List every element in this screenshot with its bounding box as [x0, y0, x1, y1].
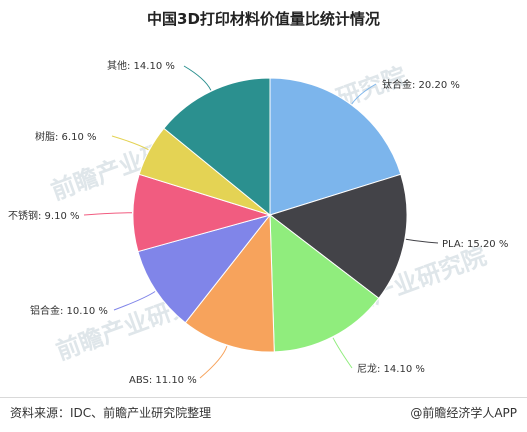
pie-slice — [184, 213, 275, 353]
leader-line — [113, 291, 156, 311]
footer: 资料来源：IDC、前瞻产业研究院整理 @前瞻经济学人APP — [0, 397, 527, 432]
pie-slice — [268, 173, 408, 299]
brand-credit: @前瞻经济学人APP — [410, 406, 517, 420]
slice-label: 铝合金: 10.10 % — [30, 304, 108, 317]
leader-line — [111, 135, 149, 151]
leader-lines — [83, 65, 439, 379]
slice-label: 钛合金: 20.20 % — [382, 78, 460, 91]
slice-label: 其他: 14.10 % — [107, 59, 175, 72]
pie-slice — [269, 213, 380, 353]
leader-line — [183, 65, 212, 91]
leader-line — [199, 345, 228, 379]
pie-slices — [132, 77, 408, 353]
leader-line — [83, 212, 133, 216]
slice-label: PLA: 15.20 % — [442, 239, 508, 250]
pie-chart: 前瞻产业研究院前瞻产业研究院前瞻产业研究院前瞻产业研究院 钛合金: 20.20 … — [8, 59, 508, 386]
pie-slice — [269, 77, 402, 216]
slice-label: 树脂: 6.10 % — [35, 130, 97, 143]
slice-label: 不锈钢: 9.10 % — [8, 209, 80, 222]
slice-labels: 钛合金: 20.20 % PLA: 15.20 % 尼龙: 14.10 % ABS: … — [8, 59, 508, 386]
pie-slice — [132, 173, 272, 253]
leader-line — [332, 337, 353, 369]
source-note: 资料来源：IDC、前瞻产业研究院整理 — [10, 406, 212, 420]
pie-slice — [163, 77, 271, 217]
leader-line — [405, 238, 439, 244]
chart-title: 中国3D打印材料价值量比统计情况 — [147, 10, 380, 28]
leader-line — [351, 83, 377, 105]
slice-label: ABS: 11.10 % — [129, 375, 197, 386]
slice-label: 尼龙: 14.10 % — [357, 362, 425, 375]
pie-slice — [137, 214, 272, 324]
